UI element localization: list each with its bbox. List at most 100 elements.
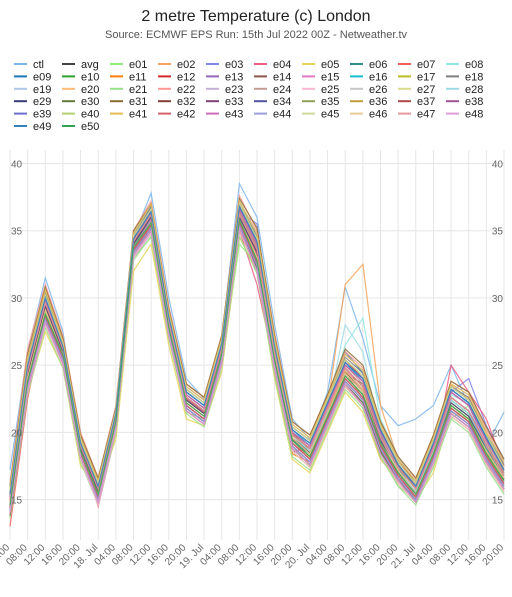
- legend-label: ctl: [33, 59, 44, 71]
- legend-label: e48: [465, 109, 483, 121]
- legend-label: e13: [225, 71, 243, 83]
- legend-item-e22[interactable]: e22: [158, 84, 195, 96]
- x-tick-label: 20:00: [481, 542, 507, 568]
- legend-item-e20[interactable]: e20: [62, 84, 99, 96]
- legend-item-e06[interactable]: e06: [350, 59, 387, 71]
- series-line-e49: [9, 204, 505, 495]
- legend-label: e21: [129, 84, 147, 96]
- legend-label: e01: [129, 59, 147, 71]
- legend-label: e33: [225, 96, 243, 108]
- legend-label: e09: [33, 71, 51, 83]
- legend-item-e31[interactable]: e31: [110, 96, 147, 108]
- legend-item-e18[interactable]: e18: [446, 71, 483, 83]
- legend-item-e39[interactable]: e39: [14, 109, 51, 121]
- legend-label: e02: [177, 59, 195, 71]
- legend-item-avg[interactable]: avg: [62, 59, 99, 71]
- legend-item-e44[interactable]: e44: [254, 109, 291, 121]
- legend-item-e01[interactable]: e01: [110, 59, 147, 71]
- y-tick-label-left: 35: [11, 227, 23, 238]
- legend-item-e28[interactable]: e28: [446, 84, 483, 96]
- legend-item-e11[interactable]: e11: [110, 71, 147, 83]
- legend-item-e14[interactable]: e14: [254, 71, 291, 83]
- legend-label: e38: [465, 96, 483, 108]
- legend-item-e03[interactable]: e03: [206, 59, 243, 71]
- legend-item-e40[interactable]: e40: [62, 109, 99, 121]
- legend-item-e50[interactable]: e50: [62, 121, 99, 133]
- legend-item-e32[interactable]: e32: [158, 96, 195, 108]
- legend-item-e49[interactable]: e49: [14, 121, 51, 133]
- legend-item-e02[interactable]: e02: [158, 59, 195, 71]
- legend-item-e19[interactable]: e19: [14, 84, 51, 96]
- legend-item-e08[interactable]: e08: [446, 59, 483, 71]
- legend-label: e12: [177, 71, 195, 83]
- y-tick-label-left: 15: [11, 496, 23, 507]
- legend-label: e28: [465, 84, 483, 96]
- legend-label: e35: [321, 96, 339, 108]
- y-tick-label-left: 40: [11, 159, 23, 170]
- legend-item-e24[interactable]: e24: [254, 84, 291, 96]
- legend-label: e03: [225, 59, 243, 71]
- y-tick-label-left: 30: [11, 294, 23, 305]
- y-tick-label-right: 25: [492, 361, 504, 372]
- legend-item-e17[interactable]: e17: [398, 71, 435, 83]
- legend-item-e46[interactable]: e46: [350, 109, 387, 121]
- legend-item-e37[interactable]: e37: [398, 96, 435, 108]
- legend-item-e41[interactable]: e41: [110, 109, 147, 121]
- legend-label: e18: [465, 71, 483, 83]
- legend-label: e24: [273, 84, 291, 96]
- legend-label: e45: [321, 109, 339, 121]
- legend-item-e38[interactable]: e38: [446, 96, 483, 108]
- legend-item-e05[interactable]: e05: [302, 59, 339, 71]
- y-tick-label-left: 25: [11, 361, 23, 372]
- legend-label: e39: [33, 109, 51, 121]
- y-tick-label-right: 30: [492, 294, 504, 305]
- legend-item-e26[interactable]: e26: [350, 84, 387, 96]
- legend-label: e06: [369, 59, 387, 71]
- series-line-e44: [9, 223, 505, 511]
- legend-item-e29[interactable]: e29: [14, 96, 51, 108]
- legend-label: e49: [33, 121, 51, 133]
- legend-label: e26: [369, 84, 387, 96]
- grid: [9, 150, 505, 540]
- chart-title: 2 metre Temperature (c) London: [141, 8, 370, 25]
- legend-item-e34[interactable]: e34: [254, 96, 291, 108]
- legend-label: e40: [81, 109, 99, 121]
- legend-label: e27: [417, 84, 435, 96]
- legend-item-e43[interactable]: e43: [206, 109, 243, 121]
- legend-item-e07[interactable]: e07: [398, 59, 435, 71]
- legend-item-e10[interactable]: e10: [62, 71, 99, 83]
- legend-item-e12[interactable]: e12: [158, 71, 195, 83]
- legend-label: e04: [273, 59, 291, 71]
- legend-item-e25[interactable]: e25: [302, 84, 339, 96]
- y-tick-label-right: 15: [492, 496, 504, 507]
- legend-item-e36[interactable]: e36: [350, 96, 387, 108]
- legend-item-e33[interactable]: e33: [206, 96, 243, 108]
- legend-label: e19: [33, 84, 51, 96]
- legend-item-e42[interactable]: e42: [158, 109, 195, 121]
- series-line-e31: [9, 196, 505, 487]
- legend-item-e16[interactable]: e16: [350, 71, 387, 83]
- legend-item-e13[interactable]: e13: [206, 71, 243, 83]
- legend-item-e27[interactable]: e27: [398, 84, 435, 96]
- series-line-e47: [9, 212, 505, 500]
- legend-item-e09[interactable]: e09: [14, 71, 51, 83]
- legend-label: e23: [225, 84, 243, 96]
- legend-label: e36: [369, 96, 387, 108]
- legend-item-e35[interactable]: e35: [302, 96, 339, 108]
- legend-item-e45[interactable]: e45: [302, 109, 339, 121]
- legend-label: e50: [81, 121, 99, 133]
- legend-item-e21[interactable]: e21: [110, 84, 147, 96]
- legend-item-e30[interactable]: e30: [62, 96, 99, 108]
- legend-label: e46: [369, 109, 387, 121]
- y-tick-label-right: 35: [492, 227, 504, 238]
- legend-item-e47[interactable]: e47: [398, 109, 435, 121]
- legend-label: e14: [273, 71, 291, 83]
- legend-item-e48[interactable]: e48: [446, 109, 483, 121]
- legend-item-ctl[interactable]: ctl: [14, 59, 44, 71]
- legend-label: e20: [81, 84, 99, 96]
- legend-item-e15[interactable]: e15: [302, 71, 339, 83]
- legend-item-e23[interactable]: e23: [206, 84, 243, 96]
- legend-label: e32: [177, 96, 195, 108]
- legend-item-e04[interactable]: e04: [254, 59, 291, 71]
